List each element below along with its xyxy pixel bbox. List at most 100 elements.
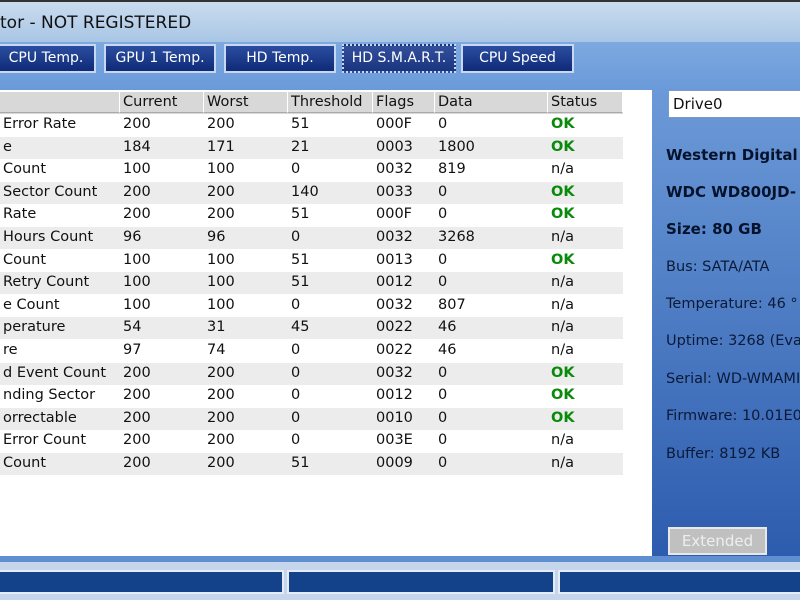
flags-value: 0012 (376, 274, 413, 291)
window-title: tor - NOT REGISTERED (0, 13, 192, 33)
flags-value: 0032 (376, 296, 413, 313)
attribute-name: Error Count (3, 432, 87, 449)
current-value: 200 (123, 387, 151, 404)
threshold-value: 0 (291, 229, 301, 245)
worst-value: 200 (207, 409, 235, 426)
status-value: n/a (551, 229, 574, 245)
flags-value: 0013 (376, 251, 413, 268)
data-value: 0 (438, 364, 448, 381)
threshold-value: 21 (291, 138, 310, 155)
current-value: 97 (123, 342, 142, 358)
threshold-value: 51 (291, 455, 310, 471)
threshold-value: 51 (291, 116, 310, 132)
current-value: 200 (123, 183, 151, 200)
worst-value: 31 (207, 319, 226, 336)
worst-value: 74 (207, 342, 226, 358)
title-bar: tor - NOT REGISTERED (0, 0, 800, 42)
table-row[interactable]: Error Count 200 200 0 003E 0 n/a (0, 430, 623, 452)
data-value: 1800 (438, 138, 475, 155)
threshold-value: 51 (291, 251, 310, 268)
attribute-name: perature (3, 319, 66, 336)
threshold-value: 0 (291, 296, 301, 313)
table-row[interactable]: re 97 74 0 0022 46 n/a (0, 340, 623, 362)
column-header[interactable]: Flags (373, 92, 435, 113)
status-value: n/a (551, 319, 574, 336)
column-header[interactable]: Threshold (288, 92, 373, 113)
tab-hd-temp[interactable]: HD Temp. (224, 44, 336, 73)
data-value: 3268 (438, 229, 475, 245)
table-row[interactable]: perature 54 31 45 0022 46 n/a (0, 317, 623, 340)
tab-cpu-speed[interactable]: CPU Speed (461, 44, 574, 73)
flags-value: 0032 (376, 364, 413, 381)
status-segment (558, 570, 800, 594)
flags-value: 0032 (376, 161, 413, 178)
table-row[interactable]: Retry Count 100 100 51 0012 0 n/a (0, 272, 623, 295)
threshold-value: 0 (291, 161, 301, 178)
column-header[interactable] (0, 92, 120, 113)
table-row[interactable]: Error Rate 200 200 51 000F 0 OK (0, 114, 623, 136)
extended-button[interactable]: Extended (668, 527, 767, 555)
drive-firmware: Firmware: 10.01E0 (666, 408, 800, 424)
data-value: 0 (438, 409, 448, 426)
tab-gpu-1-temp[interactable]: GPU 1 Temp. (104, 44, 216, 73)
drive-bus: Bus: SATA/ATA (666, 259, 770, 275)
column-header[interactable]: Worst (204, 92, 288, 113)
flags-value: 0010 (376, 409, 413, 426)
drive-serial: Serial: WD-WMAMI (666, 371, 800, 387)
worst-value: 200 (207, 364, 235, 381)
current-value: 54 (123, 319, 142, 336)
table-row[interactable]: e Count 100 100 0 0032 807 n/a (0, 295, 623, 317)
threshold-value: 0 (291, 387, 301, 404)
status-value: n/a (551, 455, 574, 471)
status-value: OK (551, 364, 575, 381)
table-row[interactable]: Count 100 100 0 0032 819 n/a (0, 159, 623, 181)
threshold-value: 0 (291, 364, 301, 381)
worst-value: 171 (207, 138, 235, 155)
table-row[interactable]: Sector Count 200 200 140 0033 0 OK (0, 181, 623, 204)
data-value: 807 (438, 296, 466, 313)
worst-value: 200 (207, 455, 235, 471)
tab-cpu-temp[interactable]: CPU Temp. (0, 44, 96, 73)
data-value: 0 (438, 274, 448, 291)
current-value: 200 (123, 364, 151, 381)
attribute-name: re (3, 342, 18, 358)
table-row[interactable]: Count 100 100 51 0013 0 OK (0, 250, 623, 272)
drive-uptime: Uptime: 3268 (Eva (666, 333, 800, 349)
table-row[interactable]: Hours Count 96 96 0 0032 3268 n/a (0, 227, 623, 249)
data-value: 0 (438, 206, 448, 223)
table-row[interactable]: d Event Count 200 200 0 0032 0 OK (0, 362, 623, 385)
status-segment (287, 570, 555, 594)
drive-select[interactable]: Drive0 (668, 90, 800, 118)
data-value: 46 (438, 342, 457, 358)
current-value: 200 (123, 206, 151, 223)
flags-value: 003E (376, 432, 413, 449)
attribute-name: orrectable (3, 409, 77, 426)
table-row[interactable]: e 184 171 21 0003 1800 OK (0, 136, 623, 159)
status-value: n/a (551, 432, 574, 449)
threshold-value: 51 (291, 274, 310, 291)
status-value: OK (551, 409, 575, 426)
flags-value: 0012 (376, 387, 413, 404)
worst-value: 200 (207, 116, 235, 132)
table-row[interactable]: nding Sector 200 200 0 0012 0 OK (0, 385, 623, 407)
table-row[interactable]: Count 200 200 51 0009 0 n/a (0, 453, 623, 475)
threshold-value: 45 (291, 319, 310, 336)
data-value: 0 (438, 455, 448, 471)
column-header[interactable]: Data (435, 92, 548, 113)
status-bar (0, 562, 800, 600)
worst-value: 200 (207, 206, 235, 223)
flags-value: 0032 (376, 229, 413, 245)
worst-value: 200 (207, 387, 235, 404)
column-header[interactable]: Current (120, 92, 204, 113)
status-value: n/a (551, 342, 574, 358)
tab-hd-s-m-a-r-t[interactable]: HD S.M.A.R.T. (342, 44, 456, 73)
current-value: 100 (123, 251, 151, 268)
table-row[interactable]: Rate 200 200 51 000F 0 OK (0, 204, 623, 226)
column-header[interactable]: Status (548, 92, 623, 113)
attribute-name: Count (3, 161, 47, 178)
status-segment (0, 570, 284, 594)
flags-value: 0009 (376, 455, 413, 471)
attribute-name: nding Sector (3, 387, 96, 404)
flags-value: 000F (376, 116, 413, 132)
table-row[interactable]: orrectable 200 200 0 0010 0 OK (0, 407, 623, 430)
